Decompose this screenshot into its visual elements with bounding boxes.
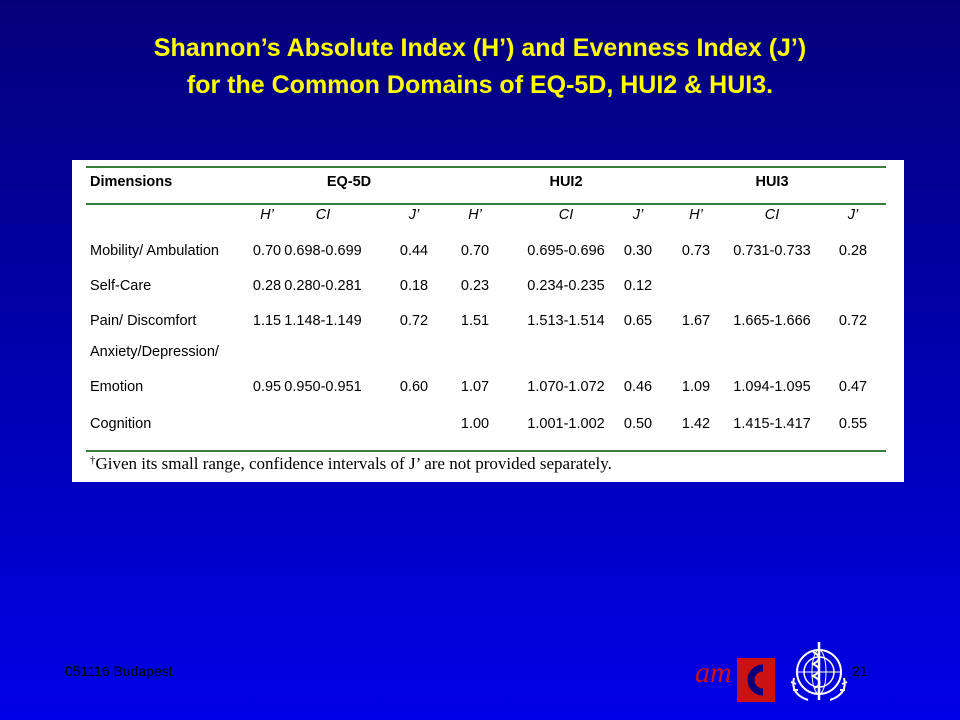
subheader-cell: H’ (260, 207, 274, 223)
page-number: 21 (852, 663, 868, 679)
table-cell: 1.00 (460, 416, 490, 432)
header-eq5d: EQ-5D (326, 174, 372, 190)
table-cell: 0.95 (252, 379, 282, 395)
amc-logo: am (695, 656, 775, 702)
table-cell: 0.47 (838, 379, 868, 395)
table-header-rule (86, 203, 886, 205)
table-cell: 0.65 (623, 313, 653, 329)
table-cell: 0.72 (838, 313, 868, 329)
slide-title-line1: Shannon’s Absolute Index (H’) and Evenne… (153, 34, 807, 62)
table-cell: 0.28 (838, 243, 868, 259)
table-cell: 1.51 (460, 313, 490, 329)
header-hui2: HUI2 (549, 174, 583, 190)
row-label-continued: Emotion (90, 379, 144, 395)
table-cell: 0.731-0.733 (733, 243, 811, 259)
footnote-text: Given its small range, confidence interv… (95, 454, 612, 473)
row-label: Cognition (90, 416, 152, 432)
header-dimensions: Dimensions (90, 174, 173, 190)
subheader-cell: H’ (689, 207, 703, 223)
footnote-mark: † (90, 454, 96, 466)
table-cell: 1.094-1.095 (733, 379, 811, 395)
table-cell: 0.28 (252, 278, 282, 294)
table-cell: 1.070-1.072 (527, 379, 605, 395)
table-cell: 0.73 (681, 243, 711, 259)
table-cell: 0.12 (623, 278, 653, 294)
subheader-cell: J’ (632, 207, 644, 223)
table-cell: 0.72 (399, 313, 429, 329)
table-cell: 1.415-1.417 (733, 416, 811, 432)
table-cell: 0.23 (460, 278, 490, 294)
table-bottom-rule (86, 450, 886, 452)
table-cell: 0.50 (623, 416, 653, 432)
table-cell: 0.18 (399, 278, 429, 294)
table-cell: 0.44 (399, 243, 429, 259)
table-cell: 0.30 (623, 243, 653, 259)
table-cell: 0.70 (460, 243, 490, 259)
subheader-cell: J’ (847, 207, 859, 223)
row-label: Self-Care (90, 278, 152, 294)
slide-title-line2: for the Common Domains of EQ-5D, HUI2 & … (186, 71, 774, 99)
table-cell: 1.67 (681, 313, 711, 329)
table-cell: 1.09 (681, 379, 711, 395)
table-cell: 1.07 (460, 379, 490, 395)
table-cell: 0.55 (838, 416, 868, 432)
table-cell: 1.513-1.514 (527, 313, 605, 329)
subheader-cell: CI (558, 207, 574, 223)
table-cell: 0.60 (399, 379, 429, 395)
table-cell: 0.280-0.281 (284, 278, 362, 294)
amc-logo-text: am (695, 656, 732, 689)
table-cell: 1.665-1.666 (733, 313, 811, 329)
slide-title: Shannon’s Absolute Index (H’) and Evenne… (0, 30, 960, 104)
table-cell: 0.698-0.699 (284, 243, 362, 259)
subheader-cell: CI (315, 207, 331, 223)
table-cell: 1.148-1.149 (284, 313, 362, 329)
table-cell: 1.001-1.002 (527, 416, 605, 432)
subheader-cell: CI (764, 207, 780, 223)
table-cell: 0.695-0.696 (527, 243, 605, 259)
subheader-cell: J’ (408, 207, 420, 223)
row-label: Pain/ Discomfort (90, 313, 197, 329)
table-cell: 1.15 (252, 313, 282, 329)
table-cell: 0.234-0.235 (527, 278, 605, 294)
table-cell: 0.46 (623, 379, 653, 395)
table-cell: 0.70 (252, 243, 282, 259)
header-hui3: HUI3 (755, 174, 789, 190)
row-label: Anxiety/Depression/ (90, 344, 219, 360)
who-emblem-icon (790, 642, 848, 701)
table-top-rule (86, 166, 886, 168)
table-footnote: †Given its small range, confidence inter… (90, 454, 612, 474)
table-cell: 0.950-0.951 (284, 379, 362, 395)
subheader-cell: H’ (468, 207, 482, 223)
table-cell: 1.42 (681, 416, 711, 432)
footer-location-date: 051116 Budapest (65, 663, 173, 679)
row-label: Mobility/ Ambulation (90, 243, 219, 259)
diversity-index-table: Dimensions EQ-5D HUI2 HUI3 H’ CI J’ H’ CI J’ H… (72, 160, 904, 482)
